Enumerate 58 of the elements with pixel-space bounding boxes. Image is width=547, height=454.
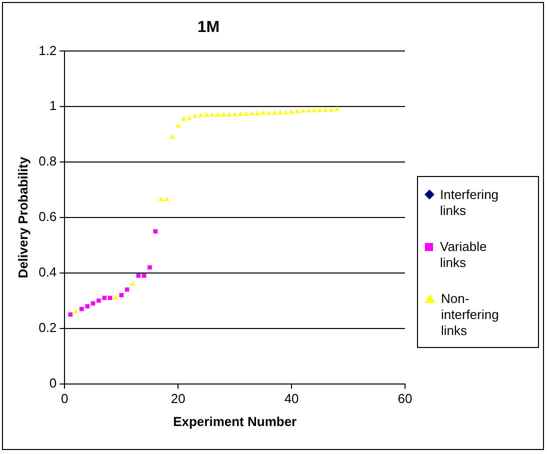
legend-label: Variable links (440, 239, 488, 271)
point (312, 108, 317, 112)
point (328, 107, 334, 112)
point (142, 274, 146, 278)
x-tick-label: 60 (398, 391, 412, 406)
point (244, 111, 249, 116)
point (113, 294, 118, 300)
point (254, 110, 260, 116)
point (249, 110, 254, 116)
point (260, 110, 266, 115)
point (294, 108, 300, 114)
point (96, 298, 101, 303)
y-tick-label: 0.2 (38, 320, 57, 335)
y-axis-title: Delivery Probability (15, 156, 30, 278)
y-tick-label: 0.8 (38, 154, 57, 169)
point (204, 112, 210, 116)
point (272, 110, 278, 115)
x-tick-label: 40 (284, 391, 299, 406)
point (232, 112, 238, 116)
point (136, 274, 141, 278)
legend-label: Interfering links (440, 187, 500, 219)
point (322, 108, 328, 112)
y-tick-label: 0.6 (38, 209, 57, 224)
point (238, 111, 244, 116)
point (73, 308, 79, 314)
point (186, 116, 192, 120)
point (153, 229, 158, 234)
point (68, 312, 72, 317)
x-tick-label: 0 (61, 391, 68, 406)
point (181, 116, 186, 121)
point (85, 304, 90, 308)
legend-label: Non-interfering links (441, 291, 500, 339)
point (215, 112, 220, 116)
point (192, 113, 198, 118)
x-tick-label: 20 (170, 391, 186, 406)
point (210, 112, 215, 116)
point (148, 265, 152, 270)
point (176, 123, 181, 128)
y-tick-label: 1 (49, 98, 57, 114)
point (158, 196, 164, 201)
point (170, 134, 176, 139)
point (288, 109, 294, 114)
y-tick-label: 0 (49, 375, 57, 390)
y-tick-label: 0.4 (38, 264, 57, 280)
point (266, 110, 272, 115)
point (80, 306, 84, 312)
chart-title: 1M (197, 19, 220, 36)
y-tick-label: 1.2 (38, 42, 57, 58)
point (306, 108, 312, 112)
point (317, 108, 323, 112)
point (300, 108, 306, 113)
point (164, 196, 170, 201)
point (220, 112, 226, 116)
point (130, 281, 136, 286)
point (334, 106, 340, 111)
x-axis-title: Experiment Number (173, 414, 297, 429)
point (198, 112, 204, 118)
point (226, 112, 232, 116)
